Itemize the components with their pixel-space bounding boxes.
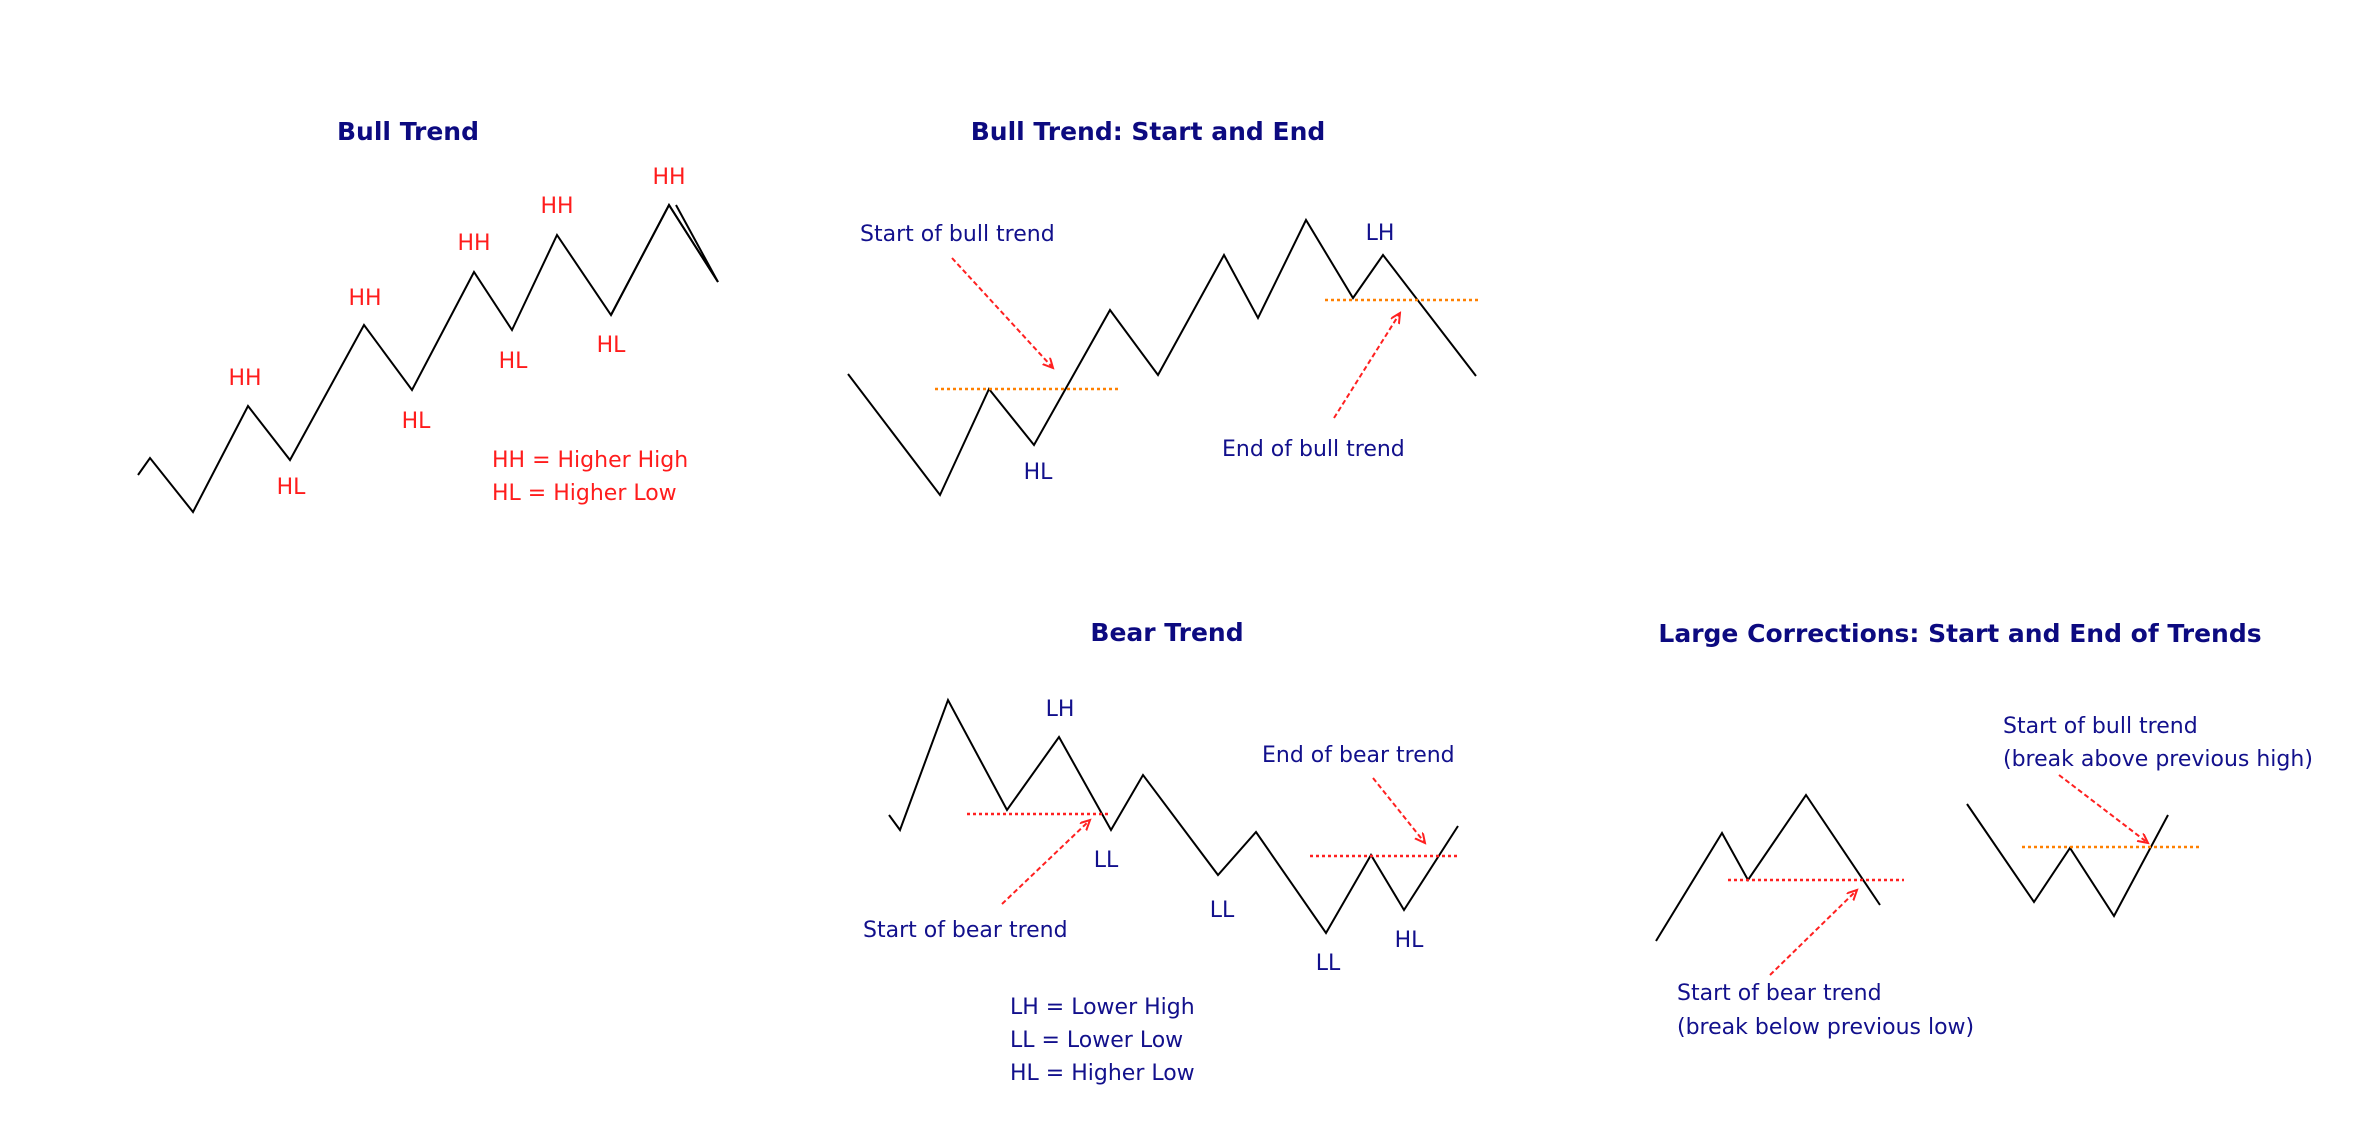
bull-end-arrow xyxy=(1333,313,1400,419)
large-corrections-title: Large Corrections: Start and End of Tren… xyxy=(1658,619,2261,648)
bear-ll-label-2: LL xyxy=(1210,898,1235,923)
bull-hh-label-5: HH xyxy=(652,165,685,190)
bear-lh-label: LH xyxy=(1046,697,1075,722)
bear-trend-title: Bear Trend xyxy=(1090,618,1243,647)
bull-legend-line-2: HL = Higher Low xyxy=(492,481,677,506)
bear-start-label: Start of bear trend xyxy=(863,918,1068,943)
bull-lh-label: LH xyxy=(1366,221,1395,246)
bull-hh-label-4: HH xyxy=(540,194,573,219)
bull-correction-label-2: (break above previous high) xyxy=(2003,747,2313,772)
bull-correction-zigzag xyxy=(1966,803,2169,918)
bear-correction-label-1: Start of bear trend xyxy=(1677,981,1882,1006)
bull-trend-panel: Bull Trend HH HH HH HH HH HL HL HL HL HH… xyxy=(137,117,719,514)
bear-legend-line-3: HL = Higher Low xyxy=(1010,1061,1195,1086)
bear-ll-label-1: LL xyxy=(1094,848,1119,873)
bull-legend-line-1: HH = Higher High xyxy=(492,448,688,473)
bull-hh-label-2: HH xyxy=(348,286,381,311)
bull-hl-label-2: HL xyxy=(402,409,432,434)
bull-correction-label-1: Start of bull trend xyxy=(2003,714,2198,739)
bull-start-label: Start of bull trend xyxy=(860,222,1055,247)
bear-ll-label-3: LL xyxy=(1316,951,1341,976)
bull-trend-zigzag-end xyxy=(610,203,719,316)
bear-legend-line-2: LL = Lower Low xyxy=(1010,1028,1183,1053)
bull-hl-label-4: HL xyxy=(597,333,627,358)
large-corrections-panel: Large Corrections: Start and End of Tren… xyxy=(1655,619,2313,1040)
bull-start-end-panel: Bull Trend: Start and End Start of bull … xyxy=(847,117,1478,497)
bull-start-end-zigzag xyxy=(847,217,1477,497)
bull-hl-label-3: HL xyxy=(499,349,529,374)
bear-correction-zigzag xyxy=(1655,793,1881,942)
bull-trend-title: Bull Trend xyxy=(337,117,479,146)
bull-hh-label-3: HH xyxy=(457,231,490,256)
bull-hh-label-1: HH xyxy=(228,366,261,391)
bull-start-end-title: Bull Trend: Start and End xyxy=(971,117,1326,146)
bull-hl-label-1: HL xyxy=(277,475,307,500)
bear-end-arrow xyxy=(1372,777,1425,843)
bull-hl-label: HL xyxy=(1024,460,1054,485)
bull-start-arrow xyxy=(951,257,1053,368)
bear-end-label: End of bear trend xyxy=(1262,743,1455,768)
bear-legend-line-1: LH = Lower High xyxy=(1010,995,1195,1020)
bear-start-arrow xyxy=(1001,820,1090,905)
bear-trend-panel: Bear Trend LH LL LL LL HL Start of bear … xyxy=(863,618,1460,1086)
bear-trend-zigzag xyxy=(888,697,1459,935)
bull-correction-arrow xyxy=(2058,774,2148,843)
bull-end-label: End of bull trend xyxy=(1222,437,1405,462)
bear-correction-label-2: (break below previous low) xyxy=(1677,1015,1974,1040)
bear-correction-arrow xyxy=(1769,890,1857,976)
bear-hl-label: HL xyxy=(1395,928,1425,953)
